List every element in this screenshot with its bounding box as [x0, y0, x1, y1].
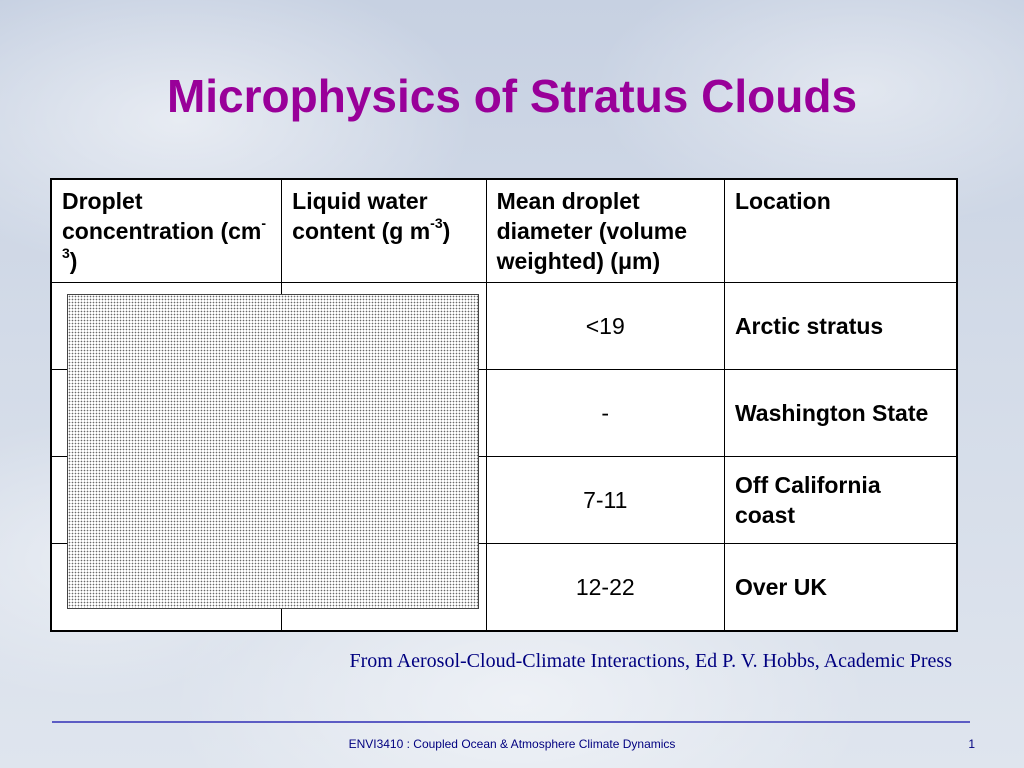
- cell-location: Off California coast: [723, 456, 958, 544]
- slide-title: Microphysics of Stratus Clouds: [166, 70, 858, 122]
- cell-mean-diameter: -: [485, 369, 725, 457]
- header-mean-droplet-diameter: Mean droplet diameter (volume weighted) …: [485, 178, 725, 283]
- cell-location: Over UK: [723, 543, 958, 631]
- cell-location: Arctic stratus: [723, 282, 958, 370]
- cell-mean-diameter: 12-22: [485, 543, 725, 631]
- table-header-row: Droplet concentration (cm-3) Liquid wate…: [50, 178, 958, 283]
- cell-mean-diameter: <19: [485, 282, 725, 370]
- header-liquid-water-content: Liquid water content (g m-3): [281, 178, 487, 283]
- page-number: 1: [968, 737, 975, 751]
- footer-course-title: ENVI3410 : Coupled Ocean & Atmosphere Cl…: [348, 737, 676, 751]
- cell-mean-diameter: 7-11: [485, 456, 725, 544]
- header-droplet-concentration: Droplet concentration (cm-3): [50, 178, 283, 283]
- source-citation: From Aerosol-Cloud-Climate Interactions,…: [349, 650, 952, 672]
- cell-location: Washington State: [723, 369, 958, 457]
- stippled-overlay-box: [67, 294, 479, 609]
- footer-divider: [52, 721, 970, 723]
- header-location: Location: [723, 178, 958, 283]
